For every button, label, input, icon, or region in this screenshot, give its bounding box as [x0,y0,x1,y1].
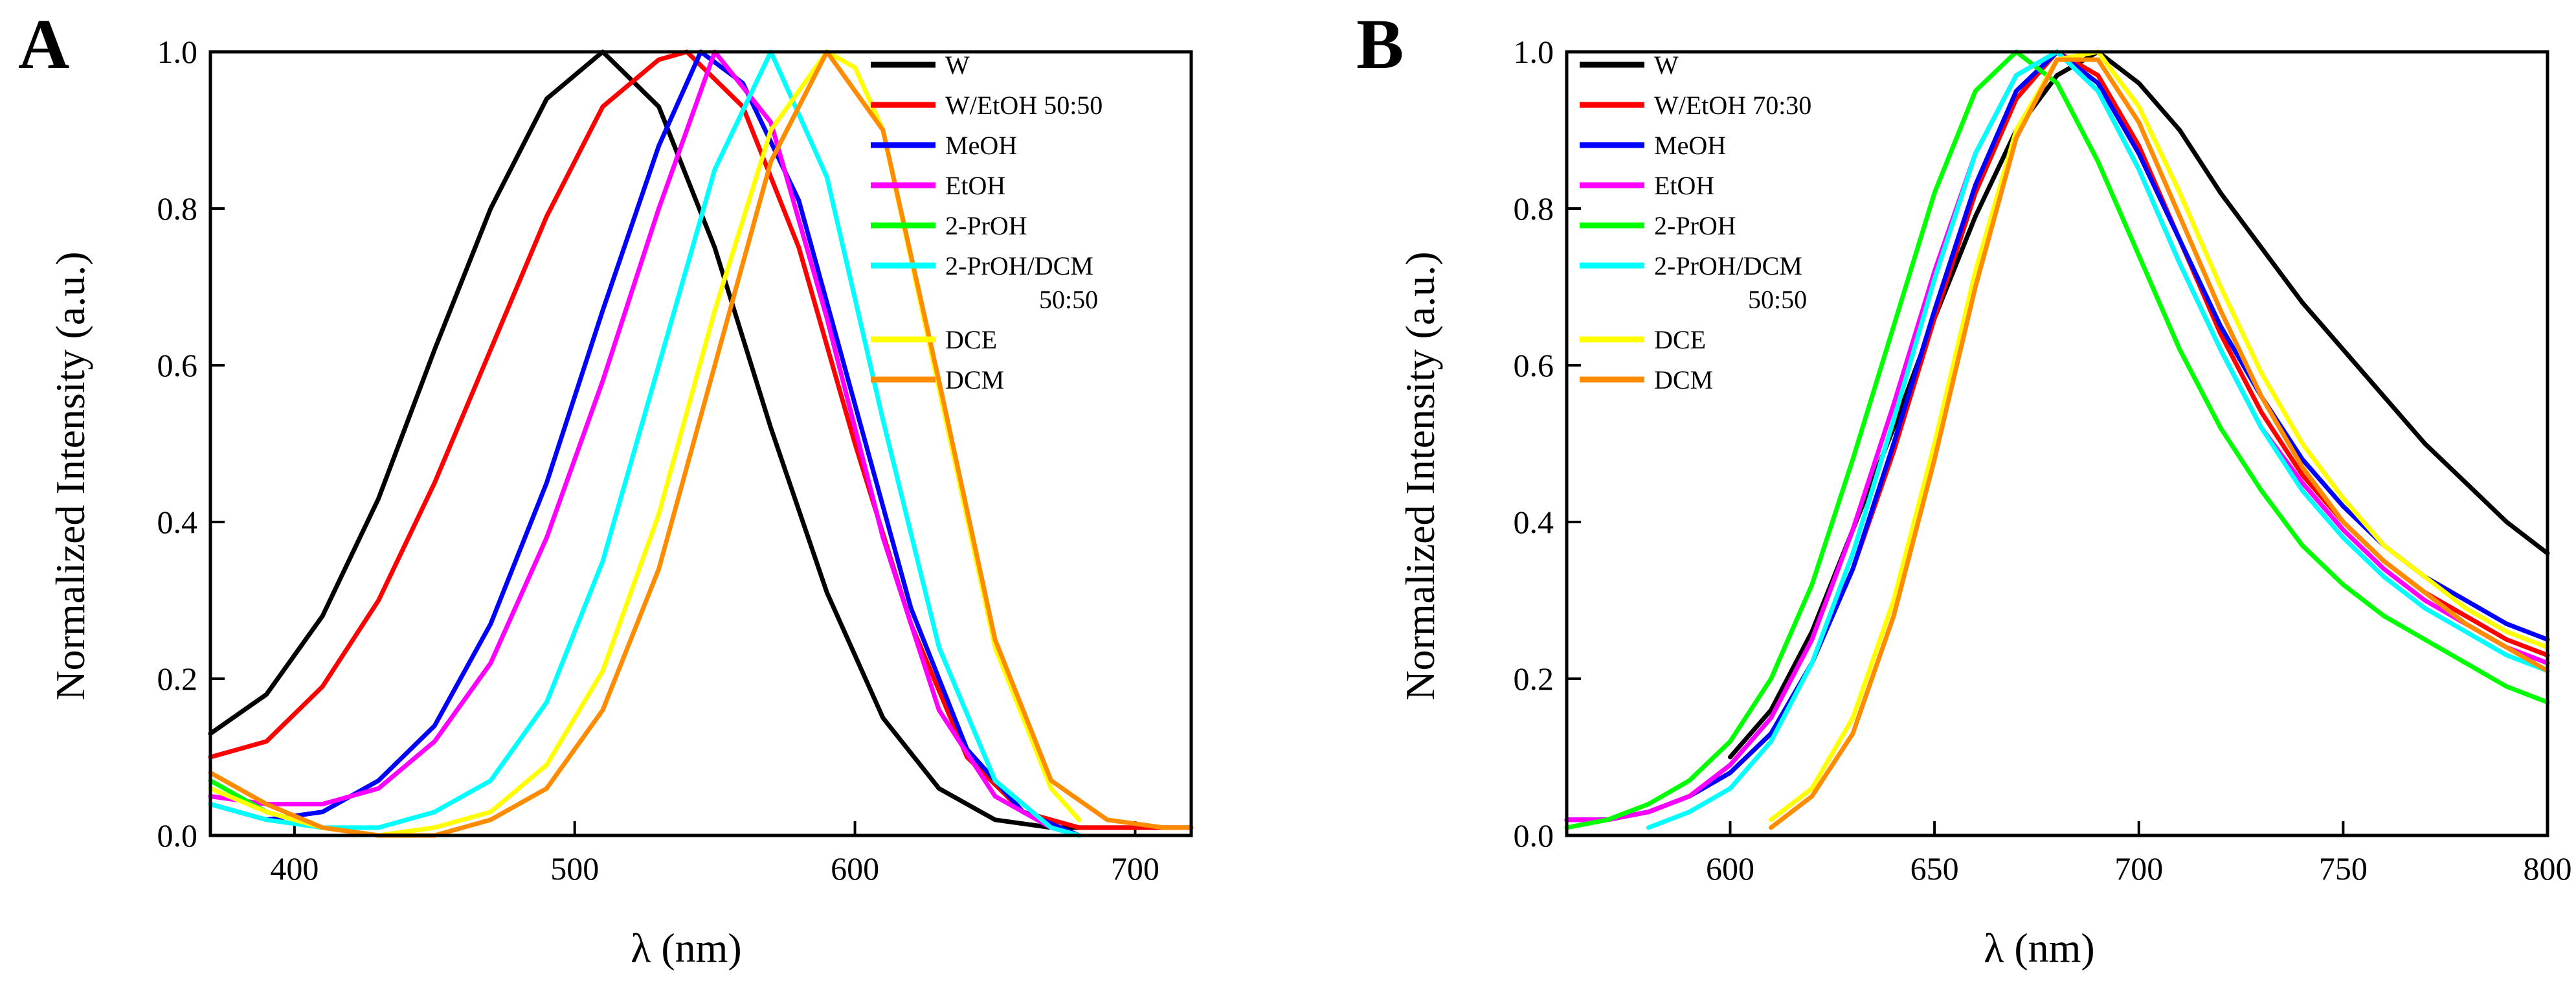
legend-label-b-0: W [1654,51,1679,80]
panel-letter-a: A [18,5,69,84]
x-tick-label-a-0: 400 [270,850,319,887]
legend-label-a-1: W/EtOH 50:50 [945,91,1103,120]
ticks-b: 600 650 700 750 800 0.0 0.2 0.4 0.6 0.8 1.0 [1514,34,2572,887]
x-tick-label-a-2: 600 [831,850,879,887]
legend-label-a-0: W [945,51,970,80]
y-tick-label-b-4: 0.8 [1514,190,1554,227]
y-axis-label-a: Normalized Intensity (a.u.) [47,251,93,700]
series-line-a-5 [208,49,1082,838]
panel-letter-b: B [1356,5,1404,84]
legend-label-b-6: DCE [1654,325,1706,354]
x-axis-label-a: λ (nm) [631,925,741,971]
series-group-b [1564,49,2550,830]
y-tick-label-a-1: 0.2 [157,661,198,697]
legend-label-a-7: DCM [945,365,1004,394]
legend-label-b-7: DCM [1654,365,1713,394]
y-tick-label-a-4: 0.8 [157,190,198,227]
x-tick-label-b-4: 800 [2524,850,2572,887]
legend-label-a-6: DCE [945,325,997,354]
legend-a: W W/EtOH 50:50 MeOH EtOH 2-PrOH 2-PrOH/DCM 50:… [871,51,1103,394]
y-tick-label-b-1: 0.2 [1514,661,1554,697]
series-line-a-7 [208,49,1194,838]
legend-label-a-4: 2-PrOH [945,211,1027,240]
series-line-b-5 [1646,49,2550,830]
series-line-b-7 [1769,57,2550,830]
x-tick-label-a-1: 500 [550,850,599,887]
plot-frame-a [208,50,1193,837]
x-tick-label-a-3: 700 [1111,850,1159,887]
y-tick-label-a-2: 0.4 [157,504,198,540]
y-tick-label-a-0: 0.0 [157,817,198,854]
y-tick-label-b-2: 0.4 [1514,504,1554,540]
y-tick-label-b-3: 0.6 [1514,347,1554,383]
legend-label-b-5: 2-PrOH/DCM [1654,251,1802,280]
series-line-b-2 [1564,49,2550,822]
legend-label-extra-b-5: 50:50 [1748,285,1807,314]
series-line-b-0 [1728,49,2550,760]
x-tick-label-b-2: 700 [2114,850,2163,887]
x-axis-label-b: λ (nm) [1984,925,2094,971]
legend-label-a-2: MeOH [945,131,1017,160]
series-line-b-4 [1564,49,2550,830]
series-line-a-3 [208,49,1082,838]
y-tick-label-b-5: 1.0 [1514,34,1554,70]
series-group-a [208,49,1194,838]
series-line-b-3 [1564,49,2550,822]
x-tick-label-b-1: 650 [1910,850,1959,887]
x-tick-label-b-0: 600 [1706,850,1754,887]
legend-label-b-3: EtOH [1654,171,1714,200]
legend-label-a-5: 2-PrOH/DCM [945,251,1093,280]
x-tick-label-b-3: 750 [2319,850,2368,887]
legend-label-b-1: W/EtOH 70:30 [1654,91,1811,120]
y-tick-label-b-0: 0.0 [1514,817,1554,854]
series-line-b-1 [1564,49,2550,822]
y-tick-label-a-5: 1.0 [157,34,198,70]
legend-b: W W/EtOH 70:30 MeOH EtOH 2-PrOH 2-PrOH/DCM 50:… [1580,51,1811,394]
y-tick-label-a-3: 0.6 [157,347,198,383]
ticks-a: 400 500 600 700 0.0 0.2 0.4 0.6 0.8 1.0 [157,34,1159,887]
legend-label-extra-a-5: 50:50 [1039,285,1098,314]
legend-label-b-4: 2-PrOH [1654,211,1736,240]
panel-a: A Normalized Intensity (a.u.) λ (nm) 400… [18,5,1194,971]
panel-b: B Normalized Intensity (a.u.) λ (nm) 600… [1356,5,2572,971]
series-line-a-2 [208,49,1082,838]
plot-frame-b [1565,50,2549,837]
series-line-a-1 [208,49,1194,830]
series-line-a-0 [208,49,1194,830]
legend-label-b-2: MeOH [1654,131,1726,160]
y-axis-label-b: Normalized Intensity (a.u.) [1397,251,1443,700]
legend-label-a-3: EtOH [945,171,1005,200]
series-line-b-6 [1769,49,2550,822]
